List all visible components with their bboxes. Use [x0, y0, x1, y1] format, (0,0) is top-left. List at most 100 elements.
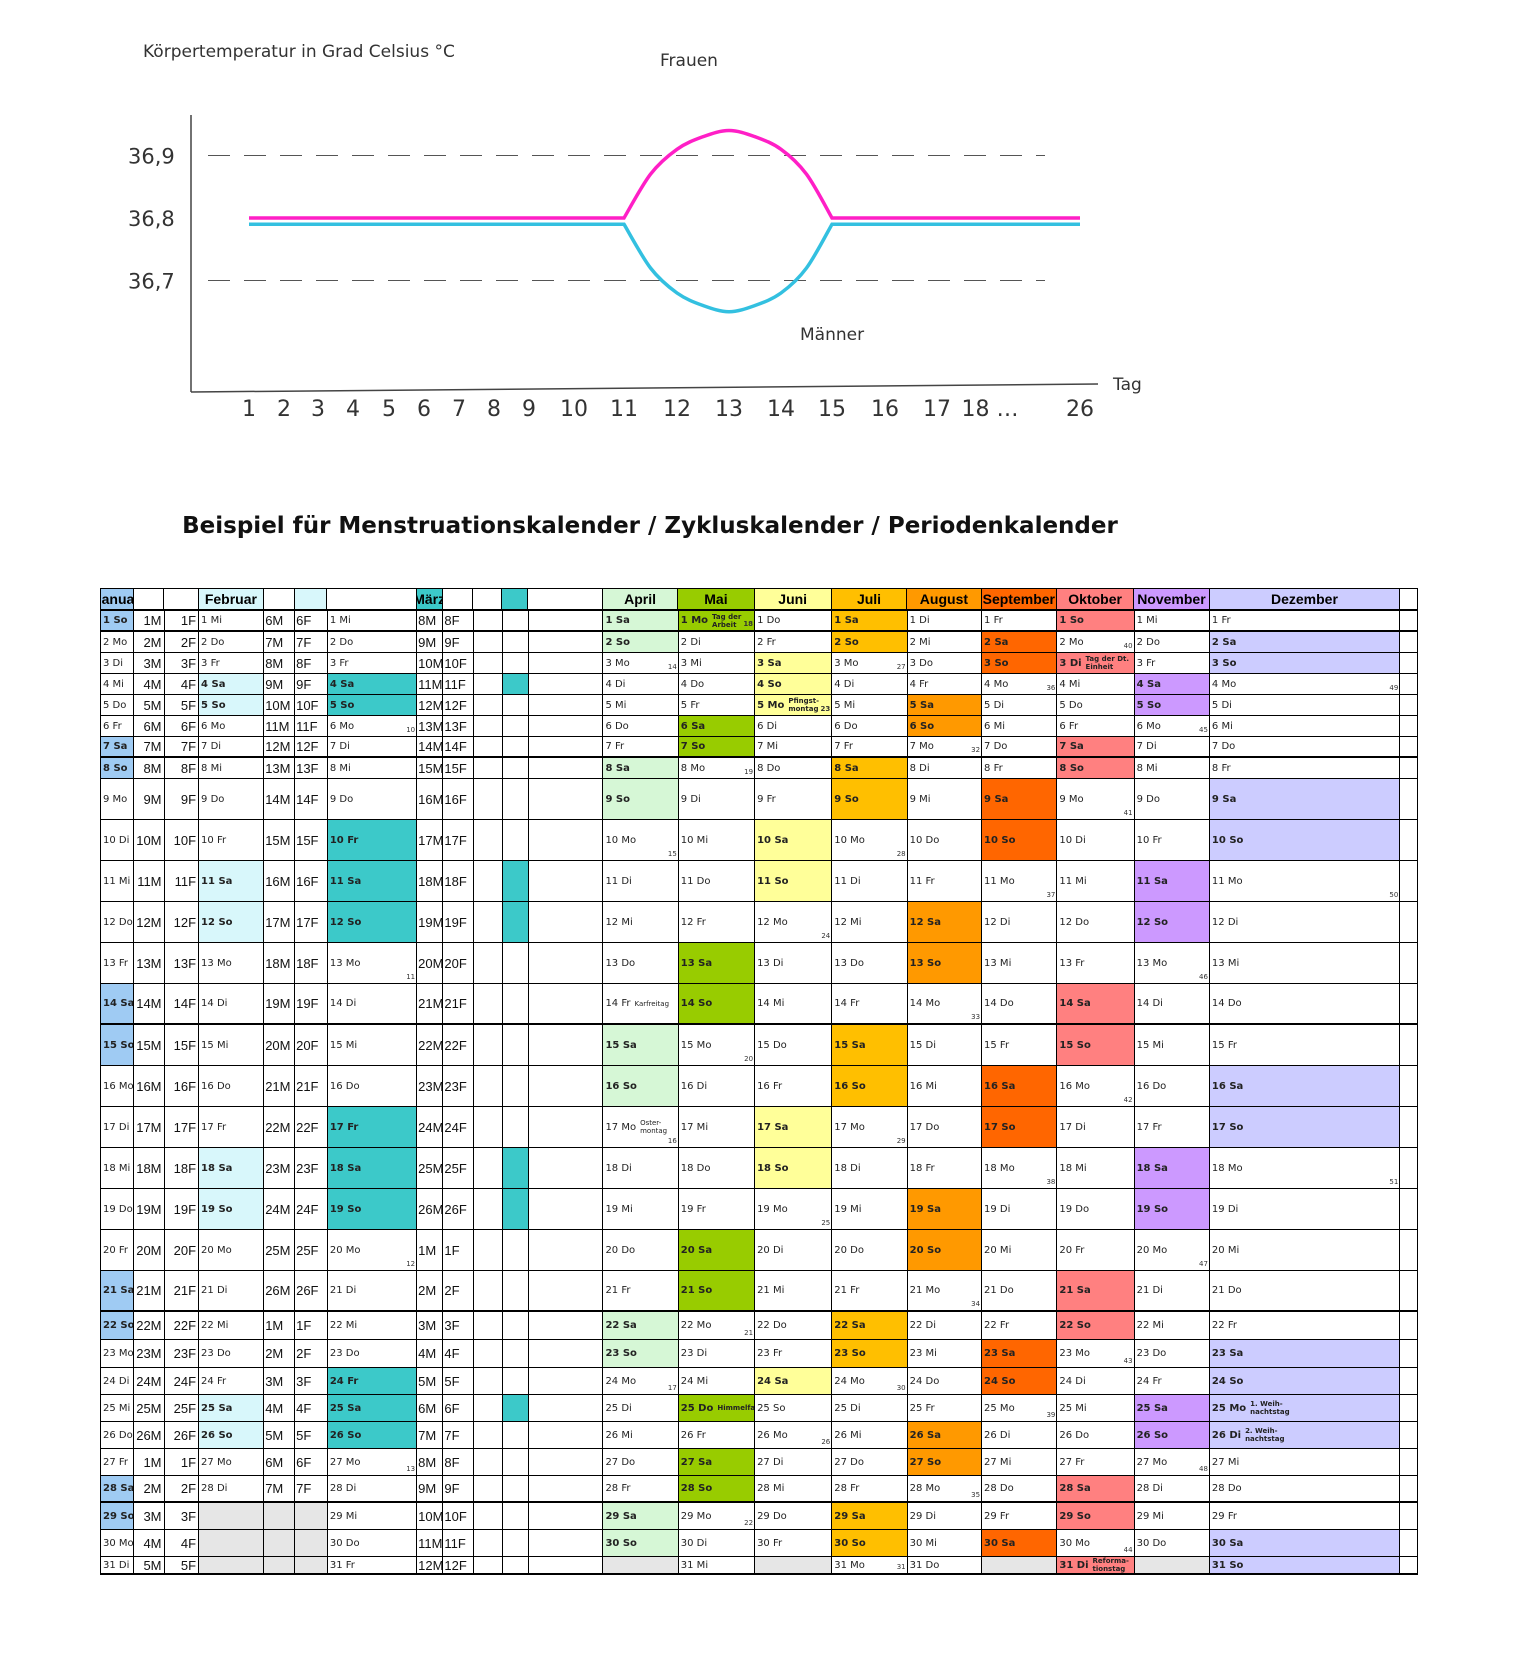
cell-text: 15 Sa — [605, 1039, 637, 1051]
cell-text: 13 Di — [757, 957, 784, 969]
calendar-row: 26 Do 26M 26F 26 So 5M 5F 26 So 7M 7F 26 Mi 26 Fr 2… — [101, 1422, 1417, 1449]
cell-text: 20 Mi — [1211, 1244, 1240, 1256]
day-cell: 7 So — [678, 737, 756, 756]
blank-cell — [474, 1189, 504, 1229]
cell-text: 24 Fr — [1136, 1375, 1162, 1387]
day-cell: 6 Fr — [1057, 716, 1135, 736]
cell-text: 5 Do — [1059, 699, 1083, 711]
cell-text: 9F — [444, 634, 460, 650]
day-cell: 30 Fr — [755, 1530, 833, 1556]
blank-cell — [1400, 737, 1417, 756]
day-cell: 25 Mo 39 — [982, 1395, 1058, 1421]
cycle-cell: 6F — [295, 611, 328, 630]
cycle-cell: 10F — [295, 695, 328, 715]
blank-cell — [474, 861, 504, 901]
cell-text: 6M — [418, 1400, 437, 1416]
cell-text: 26 Fr — [680, 1429, 706, 1441]
cell-text: 23M — [136, 1346, 162, 1361]
cell-text: 21 Do — [1211, 1285, 1242, 1296]
cell-text: 9M — [143, 791, 162, 807]
day-cell: 3 So — [1209, 653, 1401, 673]
cell-text: 19 Fr — [680, 1203, 706, 1215]
cell-text: 12F — [296, 739, 319, 754]
blank-cell — [503, 653, 530, 673]
cycle-cell: 23F — [443, 1066, 475, 1106]
day-cell: 19 Di — [982, 1189, 1058, 1229]
day-cell: 23 Mi — [908, 1340, 983, 1367]
cell-text: 23 Sa — [1211, 1348, 1244, 1359]
cycle-cell: 9F — [443, 1476, 475, 1501]
cell-text: 4 Di — [605, 678, 626, 690]
cycle-cell: 2F — [295, 1340, 328, 1367]
cell-text: 17 Mi — [680, 1121, 709, 1133]
cycle-cell: 2M — [264, 1340, 296, 1367]
series-label-maenner: Männer — [800, 325, 864, 345]
cell-text: 28 Mo — [909, 1483, 941, 1494]
cell-text: 4 Sa — [1136, 678, 1161, 690]
cell-text: 5 Mi — [605, 699, 627, 711]
day-cell: 8 Mo 19 — [679, 758, 756, 778]
cell-text: 28 Sa — [103, 1483, 134, 1494]
cell-text: 11 Sa — [329, 875, 362, 887]
calendar-row: 20 Fr 20M 20F 20 Mo 25M 25F 20 Mo 12 1M 1F 20 Do 20… — [101, 1230, 1417, 1271]
cycle-cell: 6M — [264, 1449, 296, 1475]
cell-text: 23M — [418, 1078, 444, 1094]
day-cell: 13 Di — [755, 943, 833, 983]
blank-cell — [529, 1557, 604, 1573]
cell-text: 17 Di — [103, 1121, 130, 1133]
cycle-cell: 3F — [165, 1503, 200, 1529]
day-cell — [982, 1557, 1058, 1573]
blank-cell — [529, 1066, 604, 1106]
blank-cell — [474, 1312, 504, 1339]
cell-text: 2 Sa — [984, 636, 1009, 648]
day-cell: 22 So — [1057, 1312, 1135, 1339]
day-cell: 12 Mo 24 — [755, 902, 833, 942]
month-header: August — [907, 589, 982, 609]
day-cell: 30 Mo — [101, 1530, 134, 1556]
blank-cell — [529, 611, 604, 630]
cell-text: 13 Mo — [1136, 957, 1168, 969]
cell-text: 30 Fr — [757, 1537, 783, 1549]
day-cell: 24 Mi — [679, 1368, 756, 1394]
blank-cell — [529, 902, 604, 942]
day-cell: 2 Mo 40 — [1057, 632, 1135, 652]
day-cell: 16 Di — [679, 1066, 756, 1106]
cell-text: 31 Fr — [329, 1559, 355, 1571]
cycle-cell: 25M — [264, 1230, 296, 1270]
cell-text: 12 Do — [1059, 916, 1090, 928]
cell-text: 18 Mi — [1059, 1162, 1087, 1174]
week-number: 41 — [1123, 809, 1133, 817]
blank-cell — [529, 758, 604, 778]
day-cell: 28 Sa — [1057, 1476, 1135, 1501]
day-cell: 17 Mi — [679, 1107, 756, 1147]
day-cell: 8 Sa — [832, 758, 908, 778]
cycle-cell: 3M — [134, 653, 165, 673]
week-number: 44 — [1123, 1546, 1133, 1554]
day-cell: 26 Di — [982, 1422, 1058, 1448]
cell-text: 17M — [136, 1119, 162, 1135]
cycle-cell: 1F — [165, 1449, 200, 1475]
day-cell: 14 Fr Karfreitag — [603, 984, 679, 1023]
blank-cell — [1400, 611, 1417, 630]
day-cell: 4 So — [755, 674, 833, 694]
cell-text: 20F — [173, 1242, 197, 1258]
cell-text: 10F — [444, 1508, 467, 1524]
day-cell: 20 Mi — [982, 1230, 1058, 1270]
cell-text: 23 Mi — [909, 1348, 937, 1359]
series-line-maenner — [249, 222, 1080, 314]
calendar-row: 16 Mo 16M 16F 16 Do 21M 21F 16 Do 23M 23F 16 So 16… — [101, 1066, 1417, 1107]
blank-cell — [474, 779, 504, 819]
x-tick-label: 14 — [767, 397, 795, 422]
cell-text: 18 Di — [834, 1162, 861, 1174]
cell-text: 9M — [265, 676, 284, 692]
cycle-cell: 14M — [134, 984, 165, 1023]
cell-text: 19 Mi — [834, 1203, 862, 1215]
month-header: März — [416, 589, 443, 609]
day-cell: 11 Sa — [327, 861, 418, 901]
cell-text: 7 Sa — [1059, 741, 1084, 752]
month-header — [294, 589, 328, 609]
cell-text: 7 Sa — [103, 741, 128, 752]
cell-text: 17 Mo — [834, 1121, 865, 1133]
cell-text: 6 Di — [757, 720, 778, 732]
x-tick-label: 4 — [346, 397, 360, 422]
